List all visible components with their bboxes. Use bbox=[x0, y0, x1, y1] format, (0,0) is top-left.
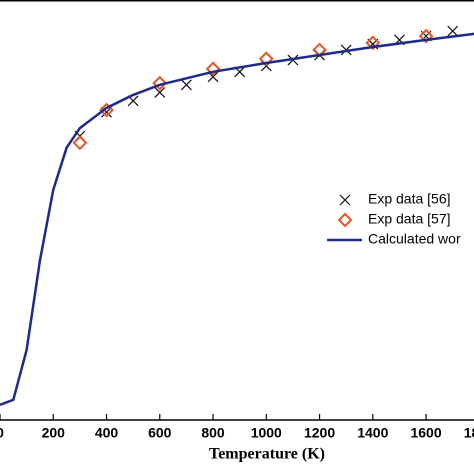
data-point bbox=[154, 86, 166, 98]
data-point bbox=[99, 102, 114, 118]
x-tick-label: 200 bbox=[42, 425, 66, 441]
legend-swatch bbox=[337, 212, 353, 228]
data-point bbox=[447, 25, 459, 37]
legend-swatch bbox=[339, 194, 351, 206]
x-axis-title: Temperature (K) bbox=[209, 446, 325, 463]
legend-label: Calculated wor bbox=[368, 231, 461, 247]
x-tick-label: 800 bbox=[201, 425, 225, 441]
x-tick-label: 600 bbox=[148, 425, 172, 441]
legend-label: Exp data [57] bbox=[368, 211, 451, 227]
x-tick-label: 1400 bbox=[357, 425, 388, 441]
data-point bbox=[365, 35, 381, 51]
data-point bbox=[101, 106, 112, 118]
data-point bbox=[72, 135, 88, 151]
curve bbox=[0, 32, 474, 407]
data-point bbox=[180, 79, 192, 91]
x-tick-label: 1600 bbox=[410, 425, 441, 441]
x-tick-label: 1200 bbox=[304, 425, 335, 441]
data-point bbox=[205, 61, 221, 77]
x-tick-label: 1000 bbox=[251, 425, 282, 441]
x-tick-label: 400 bbox=[95, 425, 119, 441]
x-tick-label: 1800 bbox=[464, 425, 474, 441]
data-point bbox=[418, 28, 434, 44]
legend-label: Exp data [56] bbox=[368, 191, 451, 207]
data-point bbox=[258, 51, 274, 67]
x-tick-label: 0 bbox=[0, 425, 4, 441]
data-point bbox=[152, 75, 168, 91]
